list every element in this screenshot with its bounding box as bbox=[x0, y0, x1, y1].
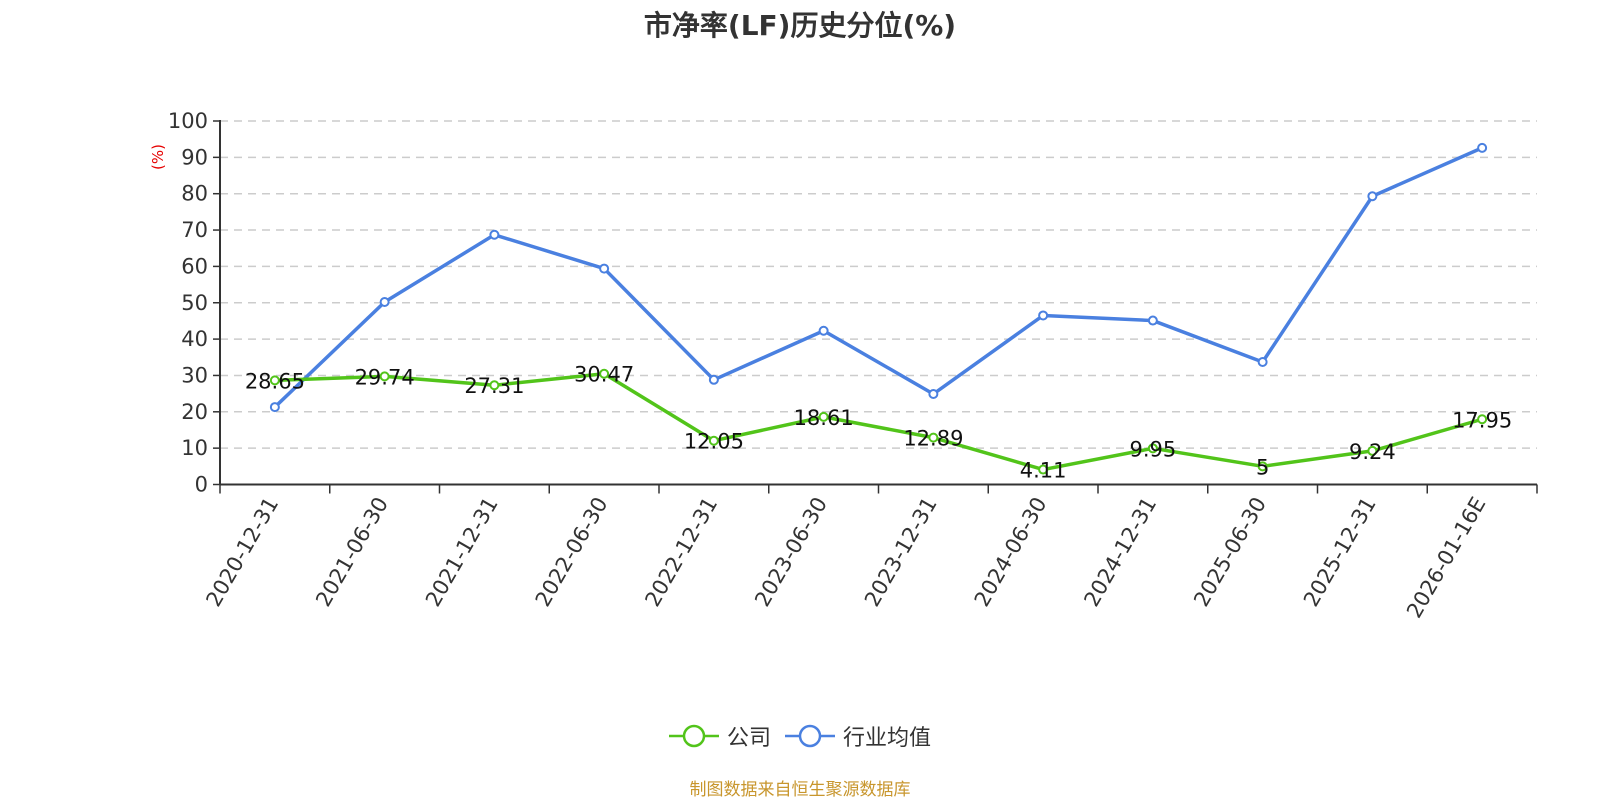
data-label: 5 bbox=[1256, 455, 1269, 479]
data-point-marker[interactable] bbox=[708, 374, 719, 385]
x-tick-label: 2023-06-30 bbox=[750, 493, 832, 611]
x-tick-label: 2022-06-30 bbox=[531, 493, 613, 611]
x-tick-label: 2022-12-31 bbox=[640, 493, 722, 611]
x-tick-label: 2020-12-31 bbox=[201, 493, 283, 611]
data-point-marker[interactable] bbox=[1147, 315, 1158, 326]
data-point-marker[interactable] bbox=[928, 388, 939, 399]
line-circle-marker-icon bbox=[785, 724, 835, 748]
y-tick-label: 60 bbox=[181, 254, 208, 278]
data-point-marker[interactable] bbox=[379, 371, 390, 382]
data-point-marker[interactable] bbox=[1367, 445, 1378, 456]
data-point-marker[interactable] bbox=[1038, 310, 1049, 321]
data-label: 12.05 bbox=[684, 430, 744, 454]
x-tick-label: 2021-12-31 bbox=[421, 493, 503, 611]
data-point-marker[interactable] bbox=[818, 411, 829, 422]
data-point-marker[interactable] bbox=[1257, 357, 1268, 368]
legend: 公司 行业均值 bbox=[0, 720, 1600, 752]
y-tick-label: 70 bbox=[181, 218, 208, 242]
x-tick-label: 2025-06-30 bbox=[1189, 493, 1271, 611]
y-axis-label: (%) bbox=[149, 144, 167, 170]
data-point-marker[interactable] bbox=[489, 229, 500, 240]
data-label: 9.95 bbox=[1129, 437, 1176, 461]
x-tick-label: 2024-06-30 bbox=[970, 493, 1052, 611]
data-label: 27.31 bbox=[464, 374, 524, 398]
y-tick-label: 90 bbox=[181, 145, 208, 169]
data-label: 30.47 bbox=[574, 363, 634, 387]
data-label: 18.61 bbox=[794, 406, 854, 430]
data-label: 28.65 bbox=[245, 369, 305, 393]
x-tick-label: 2021-06-30 bbox=[311, 493, 393, 611]
data-point-marker[interactable] bbox=[1038, 464, 1049, 475]
legend-item-industry-average[interactable]: 行业均值 bbox=[785, 720, 931, 752]
series-line bbox=[273, 146, 1483, 409]
x-axis: 2020-12-31 2021-06-30 2021-12-31 2022-06-30… bbox=[201, 483, 1538, 622]
x-tick-label: 2024-12-31 bbox=[1079, 493, 1161, 611]
data-point-marker[interactable] bbox=[1477, 414, 1488, 425]
line-chart: 0 10 20 30 40 50 60 70 80 90 100(%) 2020-12-31 2021… bbox=[149, 109, 1538, 622]
legend-item-company[interactable]: 公司 bbox=[668, 720, 771, 752]
data-point-marker[interactable] bbox=[708, 435, 719, 446]
data-point-marker[interactable] bbox=[379, 297, 390, 308]
y-tick-label: 0 bbox=[195, 473, 208, 497]
y-axis: 0 10 20 30 40 50 60 70 80 90 100(%) bbox=[149, 109, 221, 497]
data-point-marker[interactable] bbox=[1257, 461, 1268, 472]
legend-label-company: 公司 bbox=[726, 726, 771, 751]
data-source-note: 制图数据来自恒生聚源数据库 bbox=[689, 780, 911, 800]
data-label: 9.24 bbox=[1349, 440, 1396, 464]
data-point-marker[interactable] bbox=[1477, 142, 1488, 153]
y-tick-label: 30 bbox=[181, 363, 208, 387]
series-line bbox=[274, 371, 1483, 472]
data-point-marker[interactable] bbox=[818, 325, 829, 336]
chart-title: 市净率(LF)历史分位(%) bbox=[643, 9, 957, 42]
x-tick-label: 2023-12-31 bbox=[860, 493, 942, 611]
x-tick-label: 2026-01-16E bbox=[1402, 493, 1490, 622]
data-point-marker[interactable] bbox=[489, 380, 500, 391]
y-tick-label: 20 bbox=[181, 400, 208, 424]
data-point-marker[interactable] bbox=[1147, 443, 1158, 454]
data-labels: 28.65 29.74 27.31 30.47 12.05 18.61 12.89 4.11 9… bbox=[245, 363, 1512, 483]
y-tick-label: 80 bbox=[181, 182, 208, 206]
data-point-marker[interactable] bbox=[599, 263, 610, 274]
line-circle-marker-icon bbox=[668, 724, 719, 748]
data-label: 4.11 bbox=[1020, 459, 1067, 483]
data-point-marker[interactable] bbox=[599, 368, 610, 379]
legend-label-industry-average: 行业均值 bbox=[843, 726, 932, 751]
gridlines bbox=[220, 120, 1537, 449]
y-tick-label: 100 bbox=[168, 109, 208, 133]
y-tick-label: 10 bbox=[181, 436, 208, 460]
data-label: 12.89 bbox=[903, 427, 963, 451]
y-tick-label: 50 bbox=[181, 291, 208, 315]
data-point-marker[interactable] bbox=[269, 402, 280, 413]
data-label: 17.95 bbox=[1452, 408, 1512, 432]
series-lines bbox=[269, 142, 1488, 475]
data-point-marker[interactable] bbox=[928, 432, 939, 443]
data-point-marker[interactable] bbox=[1367, 191, 1378, 202]
x-tick-label: 2025-12-31 bbox=[1299, 493, 1381, 611]
y-tick-label: 40 bbox=[181, 327, 208, 351]
data-point-marker[interactable] bbox=[269, 375, 280, 386]
data-label: 29.74 bbox=[355, 365, 415, 389]
